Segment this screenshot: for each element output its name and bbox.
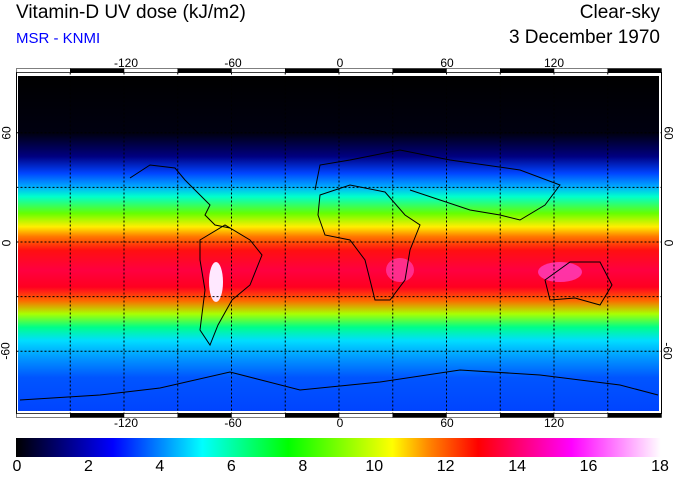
- sky-condition: Clear-sky: [579, 2, 660, 23]
- frame-tick-top: [285, 68, 340, 73]
- lat-label-right: 0: [661, 239, 676, 247]
- frame-tick-top: [607, 68, 662, 73]
- lat-label-right: 60: [661, 126, 676, 140]
- lon-label-top: -60: [224, 56, 242, 70]
- colorbar-tick-label: 18: [651, 458, 669, 475]
- africa-peak-region: [386, 258, 414, 282]
- andes-peak-region: [209, 262, 223, 302]
- colorbar: [16, 438, 661, 457]
- frame-tick-bottom: [285, 413, 340, 418]
- graticule: [16, 72, 662, 414]
- lat-label-left: -60: [0, 342, 13, 360]
- colorbar-tick-label: 2: [83, 458, 93, 475]
- lat-label-right: -60: [660, 342, 675, 360]
- frame-tick-top: [446, 68, 501, 73]
- frame-tick-top: [392, 68, 447, 73]
- frame-tick-bottom: [607, 413, 662, 418]
- lon-label-top: -120: [113, 56, 139, 70]
- colorbar-tick-label: 10: [365, 458, 384, 475]
- lon-label-bottom: -60: [224, 416, 242, 430]
- coast-eurasia: [314, 149, 561, 221]
- australia-peak-region: [538, 262, 582, 282]
- lon-label-top: 60: [440, 56, 454, 70]
- colorbar-tick-label: 4: [155, 458, 165, 475]
- coast-north-america: [129, 164, 231, 229]
- lon-label-top: 0: [336, 56, 344, 70]
- lon-label-bottom: 0: [336, 416, 344, 430]
- map-source: MSR - KNMI: [16, 30, 101, 47]
- frame-tick-bottom: [392, 413, 447, 418]
- frame-tick-top: [16, 68, 71, 73]
- lon-label-top: 120: [543, 56, 565, 70]
- frame-tick-bottom: [16, 413, 71, 418]
- map-title: Vitamin-D UV dose (kJ/m2): [16, 2, 246, 23]
- colorbar-tick-label: 6: [226, 458, 236, 475]
- lat-label-left: 60: [0, 126, 14, 140]
- frame-tick-bottom: [338, 413, 393, 418]
- map-field: [18, 76, 659, 411]
- coast-south-america: [199, 224, 263, 347]
- frame-ticks: [16, 68, 662, 418]
- lat-label-left: 0: [0, 239, 14, 247]
- colorbar-tick-label: 12: [436, 458, 455, 475]
- colorbar-tick-label: 8: [298, 458, 308, 475]
- colorbar-tick-label: 16: [579, 458, 598, 475]
- lon-label-bottom: -120: [113, 416, 139, 430]
- frame-tick-bottom: [446, 413, 501, 418]
- frame-tick-top: [338, 68, 393, 73]
- colorbar-tick-label: 0: [12, 458, 22, 475]
- coast-africa: [317, 184, 421, 301]
- lon-label-bottom: 60: [440, 416, 454, 430]
- lon-label-bottom: 120: [543, 416, 565, 430]
- coastlines: [19, 149, 659, 401]
- colorbar-tick-label: 14: [508, 458, 527, 475]
- coast-antarctica: [19, 369, 659, 401]
- map-date: 3 December 1970: [508, 27, 660, 48]
- coast-australia: [544, 261, 613, 306]
